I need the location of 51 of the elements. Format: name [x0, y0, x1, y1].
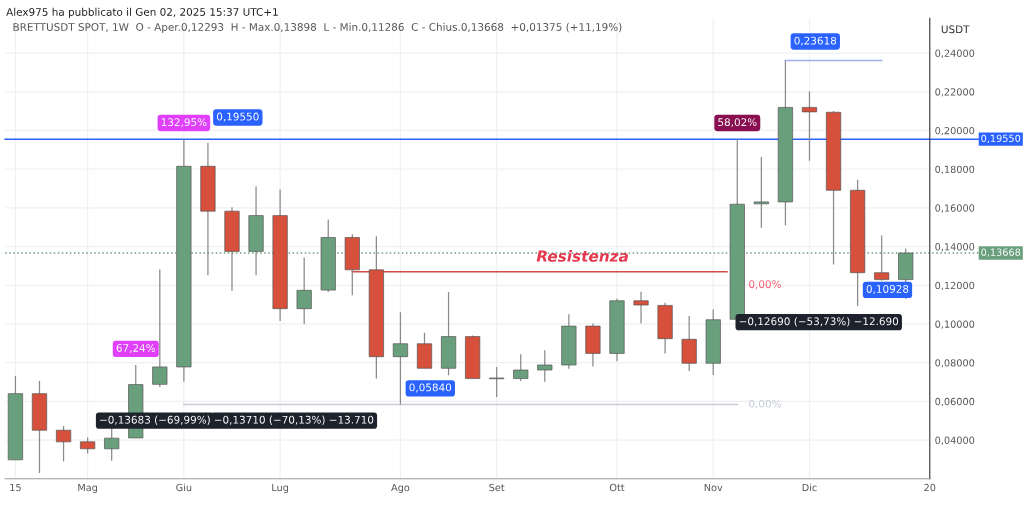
x-tick-label: Lug	[272, 483, 289, 494]
candlestick	[537, 349, 553, 383]
candlestick	[55, 425, 72, 463]
candlestick	[874, 234, 890, 282]
ref-line-label: 0,19550	[981, 134, 1021, 143]
candlestick	[681, 315, 697, 372]
y-tick-label: 0,10000	[935, 320, 975, 329]
x-tick-label: Dic	[802, 483, 817, 492]
y-tick-label: 0,20000	[935, 126, 975, 136]
y-tick-label: 0,08000	[935, 359, 975, 368]
candlestick	[296, 256, 312, 325]
annotation: −0,13710 (−70,13%) −13.710	[214, 415, 374, 425]
y-tick-label: 0,12000	[935, 281, 975, 291]
annotation: 0,00%	[749, 399, 781, 409]
annotation: −0,12690 (−53,73%) −12.690	[739, 317, 899, 327]
annotation: Resistenza	[536, 250, 628, 262]
y-tick-label: 0,22000	[935, 88, 975, 97]
candlestick	[513, 353, 529, 382]
y-tick-label: 0,14000	[935, 243, 975, 252]
annotation: 0,23618	[794, 36, 837, 46]
annotation: 132,95%	[161, 118, 207, 128]
ref-line-label: 0,13668	[981, 248, 1021, 257]
annotation: 67,24%	[116, 344, 156, 353]
y-tick-label: 0,18000	[935, 165, 975, 174]
chart-subtitle: BRETTUSDT SPOT, 1W O - Aper.0,12293 H - Max.0,13898 L - Min.0,11286 C - Chius.0,13668 +0,01375 (+11,19%)	[13, 22, 622, 33]
candlestick	[489, 366, 505, 398]
y-tick-label: 0,16000	[935, 204, 975, 213]
x-tick-label: Nov	[704, 483, 723, 492]
y-axis-title: USDT	[941, 25, 970, 34]
candlestick	[104, 427, 120, 462]
x-tick-label: 15	[10, 483, 21, 492]
x-tick-label: Mag	[78, 483, 97, 494]
candlestick	[633, 291, 649, 325]
y-tick-label: 0,04000	[935, 436, 975, 445]
chart-title: Alex975 ha pubblicato il Gen 02, 2025 15:37 UTC+1	[6, 7, 278, 18]
candlestick	[392, 311, 408, 406]
candlestick	[801, 90, 818, 162]
candlestick	[753, 156, 769, 229]
annotation: −0,13683 (−69,99%)	[100, 415, 210, 425]
x-tick-label: Giu	[176, 483, 192, 492]
annotation: 0,00%	[749, 280, 781, 290]
annotation: 0,19550	[216, 112, 259, 122]
annotation: 58,02%	[718, 118, 757, 128]
x-tick-label: Ott	[609, 483, 625, 492]
x-tick-label: Set	[489, 483, 505, 492]
y-tick-label: 0,24000	[935, 49, 975, 58]
annotation: 0,05840	[409, 383, 452, 393]
x-tick-label: 20	[924, 483, 936, 492]
y-tick-label: 0,06000	[935, 397, 975, 407]
annotation: 0,10928	[866, 285, 909, 294]
x-tick-label: Ago	[391, 483, 410, 494]
